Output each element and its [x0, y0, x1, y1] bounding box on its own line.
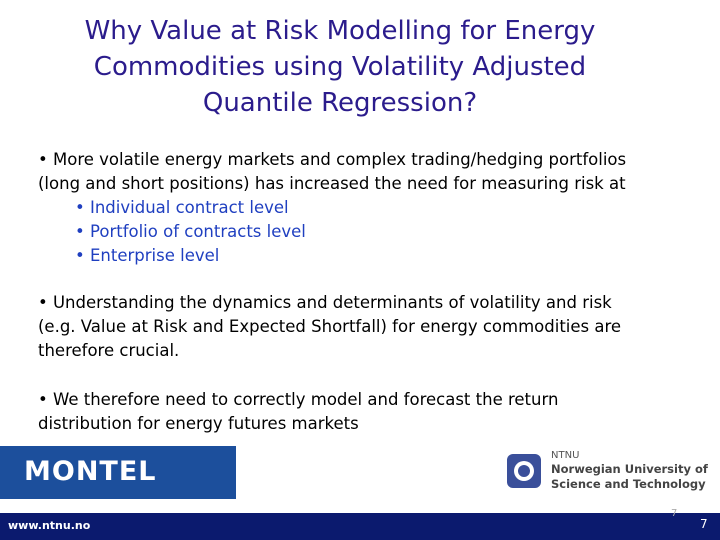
- footer-url: www.ntnu.no: [8, 519, 91, 532]
- ntnu-name: NTNU: [551, 450, 580, 461]
- ntnu-icon: [507, 454, 541, 488]
- title-line: Quantile Regression?: [202, 88, 478, 118]
- title-line: Commodities using Volatility Adjusted: [93, 52, 587, 82]
- sub-bullet: Portfolio of contracts level: [75, 222, 306, 241]
- ntnu-logo: NTNU Norwegian University of Science and…: [505, 450, 708, 495]
- page-number: 7: [700, 517, 708, 531]
- sub-bullet: Individual contract level: [75, 198, 289, 217]
- bullet-line: We therefore need to correctly model and…: [38, 390, 558, 409]
- ntnu-line1: Norwegian University of: [551, 462, 708, 476]
- bullet-line: therefore crucial.: [38, 341, 180, 360]
- page-number-faint: 7: [671, 508, 678, 519]
- bullet-line: (long and short positions) has increased…: [38, 174, 626, 193]
- ntnu-line2: Science and Technology: [551, 477, 706, 491]
- bullet-line: distribution for energy futures markets: [38, 414, 359, 433]
- montel-text: MONTEL: [24, 456, 157, 487]
- title-line: Why Value at Risk Modelling for Energy: [84, 16, 596, 46]
- bullet-line: More volatile energy markets and complex…: [38, 150, 626, 169]
- sub-bullet: Enterprise level: [75, 246, 219, 265]
- bullet-line: Understanding the dynamics and determina…: [38, 293, 612, 312]
- bullet-line: (e.g. Value at Risk and Expected Shortfa…: [38, 317, 622, 336]
- footer-bar: www.ntnu.no 7: [0, 513, 720, 540]
- montel-logo: MONTEL: [0, 446, 236, 499]
